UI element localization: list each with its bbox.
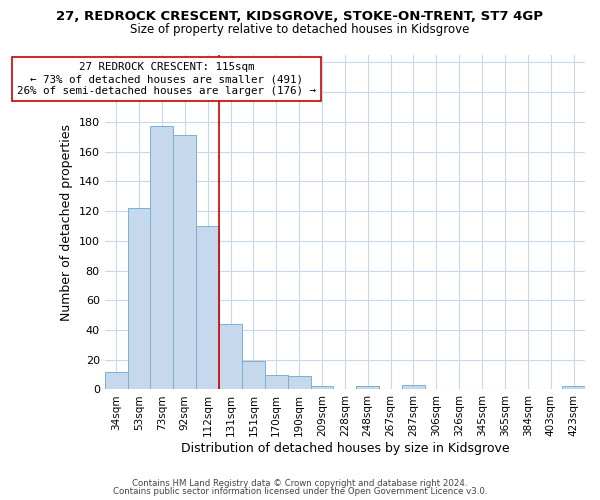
Bar <box>173 136 196 390</box>
Bar <box>219 324 242 390</box>
Bar <box>128 208 151 390</box>
Text: 27, REDROCK CRESCENT, KIDSGROVE, STOKE-ON-TRENT, ST7 4GP: 27, REDROCK CRESCENT, KIDSGROVE, STOKE-O… <box>56 10 544 23</box>
Bar <box>402 385 425 390</box>
Text: 27 REDROCK CRESCENT: 115sqm
← 73% of detached houses are smaller (491)
26% of se: 27 REDROCK CRESCENT: 115sqm ← 73% of det… <box>17 62 316 96</box>
Text: Contains HM Land Registry data © Crown copyright and database right 2024.: Contains HM Land Registry data © Crown c… <box>132 478 468 488</box>
Bar <box>562 386 585 390</box>
Y-axis label: Number of detached properties: Number of detached properties <box>60 124 73 320</box>
Bar <box>356 386 379 390</box>
Bar <box>151 126 173 390</box>
Bar <box>242 361 265 390</box>
Bar <box>196 226 219 390</box>
Text: Contains public sector information licensed under the Open Government Licence v3: Contains public sector information licen… <box>113 487 487 496</box>
X-axis label: Distribution of detached houses by size in Kidsgrove: Distribution of detached houses by size … <box>181 442 509 455</box>
Bar <box>287 376 311 390</box>
Bar <box>311 386 334 390</box>
Bar <box>105 372 128 390</box>
Bar <box>265 374 287 390</box>
Text: Size of property relative to detached houses in Kidsgrove: Size of property relative to detached ho… <box>130 22 470 36</box>
